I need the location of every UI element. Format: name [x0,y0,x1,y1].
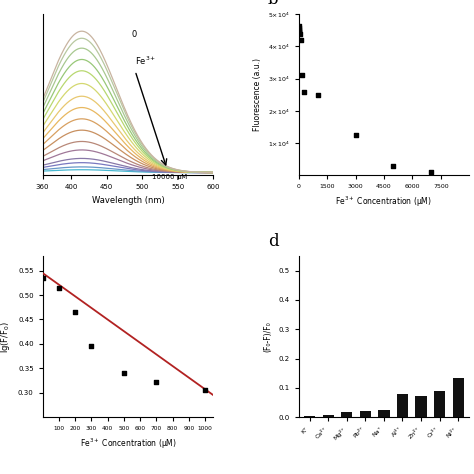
X-axis label: Wavelength (nm): Wavelength (nm) [91,196,164,205]
Point [295,27,303,35]
Point [301,88,308,95]
X-axis label: Fe$^{3+}$ Concentration (μM): Fe$^{3+}$ Concentration (μM) [336,195,432,210]
Point [297,36,304,44]
Bar [416,396,427,417]
Point [153,378,160,386]
Text: b: b [268,0,279,8]
Point [55,284,63,292]
Bar [397,394,408,417]
Point [295,24,302,32]
Y-axis label: lg(F/F$_0$): lg(F/F$_0$) [0,320,12,353]
Bar [453,378,464,417]
Bar [360,411,371,417]
Point [39,274,46,282]
Y-axis label: Fluorescence (a.u.): Fluorescence (a.u.) [253,58,262,131]
Point [120,369,128,377]
Point [295,26,302,34]
Text: $\mathrm{Fe^{3+}}$: $\mathrm{Fe^{3+}}$ [135,55,156,67]
Point [88,343,95,350]
Point [352,131,359,139]
Point [201,386,209,394]
Bar [378,410,390,417]
Point [295,29,303,36]
Point [295,22,302,29]
Point [295,28,303,36]
Point [296,30,303,38]
Bar [341,412,352,417]
Point [314,91,321,99]
Text: 0: 0 [131,30,137,39]
Bar [323,415,334,417]
Text: 10000 μM: 10000 μM [152,174,187,180]
Bar [304,416,315,417]
Point [299,72,306,79]
Point [390,162,397,170]
Bar [434,392,445,417]
Point [428,168,435,175]
Point [72,308,79,316]
Y-axis label: (F₀-F)/F₀: (F₀-F)/F₀ [264,321,273,352]
Text: d: d [268,233,279,249]
X-axis label: Fe$^{3+}$ Concentration (μM): Fe$^{3+}$ Concentration (μM) [80,437,176,451]
